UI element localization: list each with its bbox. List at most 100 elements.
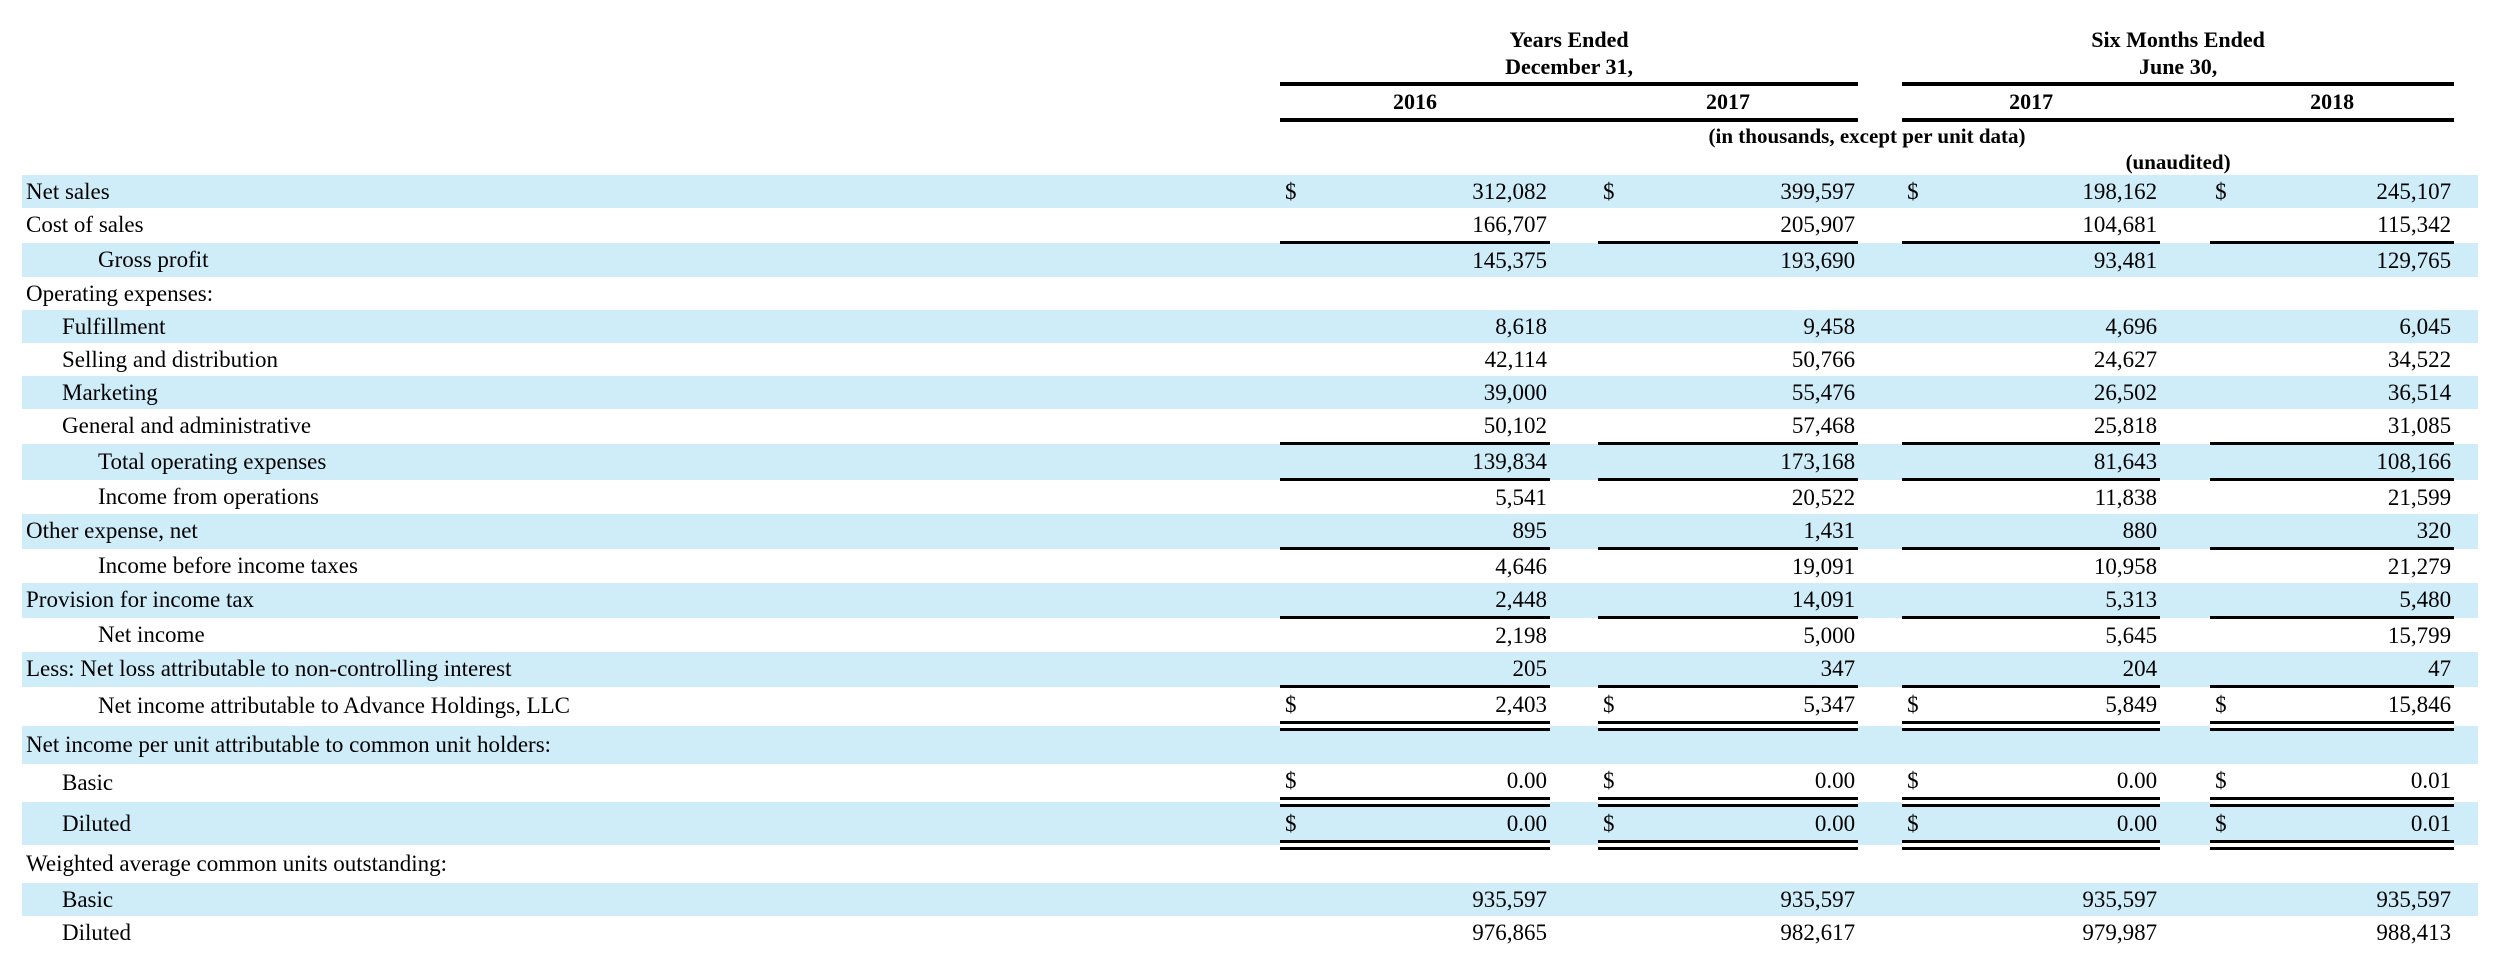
column-gutter	[2160, 480, 2210, 515]
header-gutter	[1550, 84, 1598, 122]
dollar-sign-cell	[1280, 883, 1318, 916]
dollar-sign-cell	[1598, 208, 1636, 244]
dollar-sign-cell: $	[1598, 764, 1636, 807]
value-cell: 173,168	[1636, 443, 1859, 481]
value-cell: 8,618	[1318, 310, 1550, 343]
column-gutter	[1858, 726, 1903, 764]
dollar-sign-cell	[1280, 618, 1318, 653]
col-group-title-line1: Six Months Ended	[2091, 27, 2265, 52]
row-trailing-spacer	[2454, 310, 2479, 343]
table-row: Diluted 976,865 982,617 979,987 988,413	[22, 916, 2478, 949]
column-gutter	[1858, 208, 1902, 243]
column-gutter	[1858, 883, 1903, 916]
column-gutter	[1858, 242, 1903, 277]
column-gutter	[2160, 583, 2211, 618]
dollar-sign-cell	[2210, 409, 2249, 445]
value-cell	[1940, 845, 2160, 883]
value-cell: 129,765	[2248, 242, 2455, 277]
dollar-sign-cell	[1902, 277, 1940, 310]
dollar-sign-cell	[1902, 652, 1941, 688]
row-trailing-spacer	[2454, 208, 2478, 243]
value-cell: 979,987	[2082, 919, 2158, 945]
col-group-title-line1: Years Ended	[1509, 27, 1629, 52]
table-row: Fulfillment 8,618 9,458 4,696 6,045	[22, 310, 2479, 343]
value-cell: 0.00	[1636, 802, 1859, 850]
row-label: Diluted	[22, 802, 1280, 845]
dollar-sign-cell	[1280, 409, 1318, 445]
dollar-sign-cell	[1280, 376, 1318, 409]
column-gutter	[1550, 175, 1598, 208]
row-label: Net income attributable to Advance Holdi…	[98, 693, 571, 719]
column-gutter	[1550, 409, 1598, 444]
dollar-sign-cell: $	[2210, 686, 2249, 731]
row-label: Less: Net loss attributable to non-contr…	[22, 652, 1280, 687]
column-gutter	[2160, 376, 2211, 409]
dollar-sign-cell	[1280, 242, 1318, 277]
dollar-sign-cell	[1280, 343, 1318, 376]
value-cell: 982,617	[1780, 919, 1856, 945]
dollar-sign-cell	[2210, 242, 2249, 277]
col-header-sm2017: 2017	[1902, 84, 2161, 122]
column-gutter	[1858, 583, 1903, 618]
value-cell: 935,597	[1636, 883, 1859, 916]
header-spacer	[2454, 84, 2478, 120]
column-gutter	[1858, 652, 1903, 687]
value-cell: 25,818	[1940, 409, 2161, 445]
value-cell: 21,279	[2387, 553, 2452, 579]
row-trailing-spacer	[2454, 583, 2479, 618]
dollar-sign-cell: $	[1902, 175, 1941, 208]
income-statement-table: Years Ended December 31, Six Months Ende…	[22, 14, 2479, 949]
row-label: Income from operations	[98, 483, 319, 509]
column-gutter	[1858, 175, 1903, 208]
column-gutter	[1858, 443, 1903, 480]
value-cell: 108,166	[2248, 443, 2455, 481]
row-label: Other expense, net	[22, 514, 1280, 549]
value-cell: 5,000	[1803, 622, 1856, 648]
dollar-sign-cell	[1280, 514, 1318, 550]
dollar-sign-cell	[1598, 549, 1636, 584]
column-gutter	[2160, 726, 2211, 764]
value-cell	[1318, 726, 1550, 764]
dollar-sign-cell: $	[1598, 802, 1636, 850]
dollar-sign-cell: $	[1902, 764, 1941, 807]
row-trailing-spacer	[2454, 652, 2479, 687]
column-gutter	[1550, 514, 1598, 549]
column-gutter	[1550, 208, 1598, 243]
header-spacer	[1280, 150, 1902, 175]
column-gutter	[1550, 687, 1598, 727]
dollar-sign-cell	[1902, 409, 1941, 445]
table-row: Diluted $0.00 $0.00 $0.00 $0.01	[22, 802, 2479, 850]
value-cell	[2248, 845, 2454, 883]
table-row: General and administrative 50,102 57,468 25…	[22, 409, 2478, 445]
header-spacer	[2454, 14, 2478, 84]
value-cell: 81,643	[1940, 443, 2161, 481]
value-cell: 42,114	[1484, 346, 1547, 372]
column-gutter	[1550, 802, 1598, 845]
value-cell: 935,597	[1318, 883, 1550, 916]
column-gutter	[1858, 514, 1903, 549]
value-cell: 0.00	[1940, 802, 2161, 850]
value-cell: 57,468	[1636, 409, 1859, 445]
dollar-sign-cell	[1902, 208, 1941, 244]
value-cell: 5,313	[1940, 583, 2161, 619]
row-label: Operating expenses:	[26, 280, 214, 306]
column-gutter	[1550, 310, 1598, 343]
column-gutter	[2160, 277, 2210, 310]
column-gutter	[2160, 208, 2210, 243]
value-cell: 0.00	[1636, 764, 1859, 807]
dollar-sign-cell	[1598, 726, 1636, 764]
column-gutter	[1858, 618, 1902, 653]
row-trailing-spacer	[2454, 883, 2479, 916]
column-gutter	[2160, 687, 2210, 727]
col-group-title-line2: June 30,	[2138, 54, 2218, 79]
column-gutter	[1550, 652, 1598, 687]
dollar-sign-cell: $	[1280, 175, 1318, 208]
row-trailing-spacer	[2454, 242, 2479, 277]
col-group-years-ended: Years Ended December 31,	[1280, 14, 1859, 86]
dollar-sign-cell	[1280, 845, 1318, 883]
dollar-sign-cell	[1598, 443, 1636, 481]
value-cell: 204	[1940, 652, 2161, 688]
row-trailing-spacer	[2454, 845, 2478, 883]
value-cell: 5,849	[1940, 686, 2161, 731]
row-trailing-spacer	[2454, 549, 2478, 584]
